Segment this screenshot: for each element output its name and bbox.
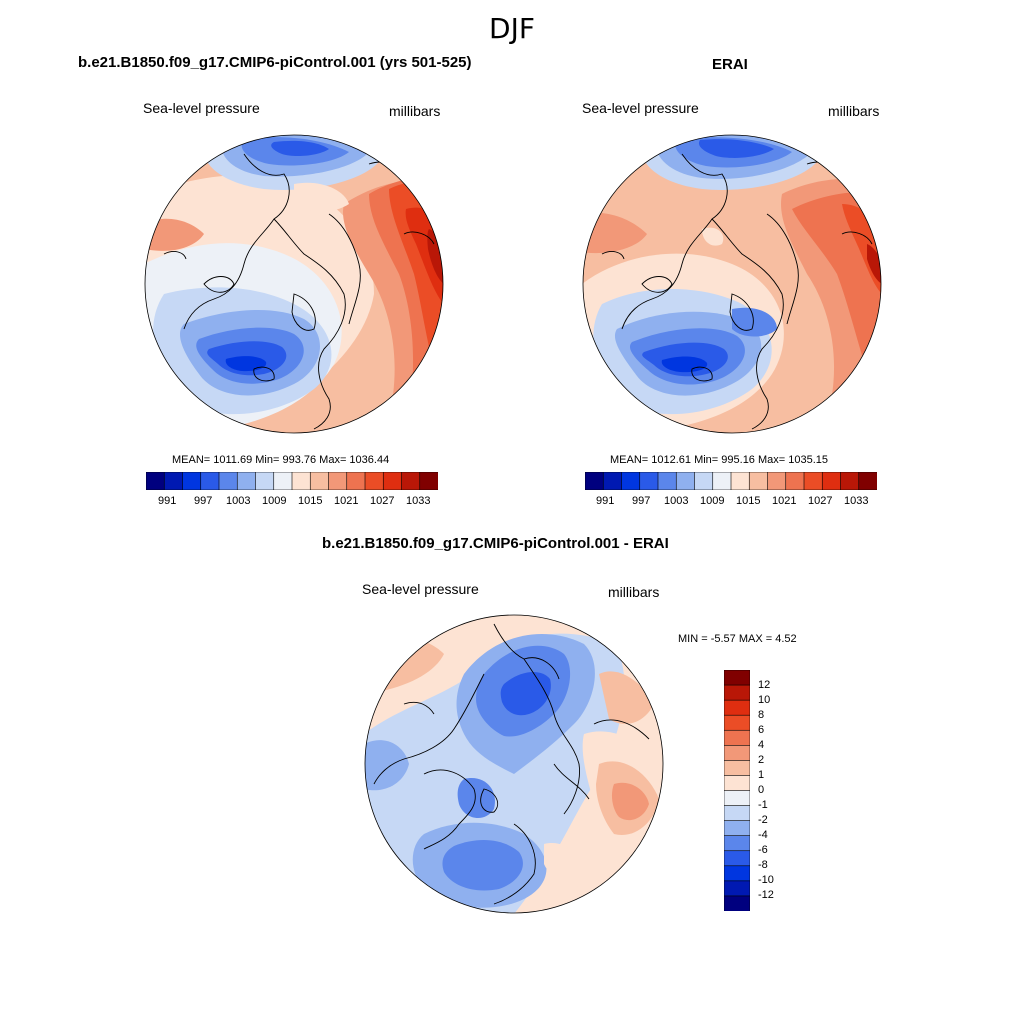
- colorbar-swatch: [382, 472, 403, 490]
- model-panel-title: b.e21.B1850.f09_g17.CMIP6-piControl.001 …: [78, 54, 472, 71]
- diff-stats: MIN = -5.57 MAX = 4.52: [678, 633, 797, 645]
- colorbar-swatch: [236, 472, 257, 490]
- figure-title: DJF: [489, 12, 535, 45]
- colorbar-swatch: [639, 472, 659, 490]
- obs-colorbar-label: 1021: [772, 495, 797, 507]
- colorbar-swatch: [621, 472, 641, 490]
- diff-variable-label: Sea-level pressure: [362, 581, 479, 597]
- model-colorbar-label: 1027: [370, 495, 395, 507]
- colorbar-swatch: [585, 472, 604, 490]
- colorbar-swatch: [163, 472, 184, 490]
- colorbar-swatch: [724, 745, 750, 761]
- model-colorbar-label: 1021: [334, 495, 359, 507]
- diff-colorbar-label: 8: [758, 709, 765, 721]
- obs-stats: MEAN= 1012.61 Min= 995.16 Max= 1035.15: [610, 454, 829, 466]
- diff-colorbar-label: 1: [758, 769, 765, 781]
- colorbar-swatch: [273, 472, 293, 490]
- colorbar-swatch: [255, 472, 275, 490]
- obs-colorbar-label: 997: [632, 495, 651, 507]
- colorbar-swatch: [724, 805, 750, 822]
- obs-units-label: millibars: [828, 103, 880, 119]
- obs-colorbar: [585, 472, 877, 490]
- colorbar-swatch: [748, 472, 769, 490]
- model-polar-map: [144, 134, 444, 434]
- colorbar-swatch: [364, 472, 384, 490]
- colorbar-swatch: [712, 472, 732, 490]
- colorbar-swatch: [218, 472, 238, 490]
- colorbar-swatch: [346, 472, 366, 490]
- diff-colorbar-label: 6: [758, 724, 765, 736]
- obs-panel-title: ERAI: [712, 56, 748, 73]
- diff-colorbar-label: 12: [758, 679, 771, 691]
- diff-units-label: millibars: [608, 584, 660, 600]
- colorbar-swatch: [291, 472, 311, 490]
- colorbar-swatch: [724, 699, 750, 716]
- colorbar-swatch: [724, 760, 750, 777]
- colorbar-swatch: [724, 775, 750, 792]
- colorbar-swatch: [675, 472, 696, 490]
- model-colorbar: [146, 472, 438, 490]
- colorbar-swatch: [328, 472, 348, 490]
- diff-panel-title: b.e21.B1850.f09_g17.CMIP6-piControl.001 …: [322, 535, 669, 552]
- diff-colorbar-label: -4: [758, 829, 768, 841]
- colorbar-swatch: [821, 472, 842, 490]
- model-colorbar-label: 1009: [262, 495, 287, 507]
- diff-colorbar-label: -6: [758, 844, 768, 856]
- model-variable-label: Sea-level pressure: [143, 100, 260, 116]
- obs-colorbar-label: 1009: [700, 495, 725, 507]
- colorbar-swatch: [730, 472, 750, 490]
- colorbar-swatch: [785, 472, 805, 490]
- diff-colorbar-label: -2: [758, 814, 768, 826]
- colorbar-swatch: [724, 850, 750, 867]
- model-colorbar-label: 1003: [226, 495, 251, 507]
- colorbar-swatch: [419, 472, 438, 490]
- model-colorbar-label: 991: [158, 495, 177, 507]
- obs-colorbar-label: 1033: [844, 495, 869, 507]
- colorbar-swatch: [602, 472, 623, 490]
- colorbar-swatch: [724, 895, 750, 911]
- colorbar-swatch: [694, 472, 714, 490]
- colorbar-swatch: [724, 820, 750, 837]
- model-units-label: millibars: [389, 103, 441, 119]
- colorbar-swatch: [309, 472, 330, 490]
- diff-colorbar-label: -1: [758, 799, 768, 811]
- colorbar-swatch: [146, 472, 165, 490]
- diff-polar-map: [364, 614, 664, 914]
- model-colorbar-label: 997: [194, 495, 213, 507]
- colorbar-swatch: [182, 472, 202, 490]
- diff-colorbar-label: -8: [758, 859, 768, 871]
- obs-colorbar-label: 991: [596, 495, 615, 507]
- diff-colorbar-label: -10: [758, 874, 774, 886]
- colorbar-swatch: [724, 684, 750, 701]
- obs-colorbar-label: 1015: [736, 495, 761, 507]
- colorbar-swatch: [657, 472, 677, 490]
- obs-variable-label: Sea-level pressure: [582, 100, 699, 116]
- diff-colorbar-label: 4: [758, 739, 765, 751]
- obs-colorbar-label: 1003: [664, 495, 689, 507]
- colorbar-swatch: [724, 835, 750, 852]
- model-stats: MEAN= 1011.69 Min= 993.76 Max= 1036.44: [172, 454, 390, 466]
- colorbar-swatch: [724, 670, 750, 686]
- colorbar-swatch: [724, 880, 750, 897]
- model-colorbar-label: 1015: [298, 495, 323, 507]
- colorbar-swatch: [724, 729, 750, 746]
- diff-colorbar-label: 10: [758, 694, 771, 706]
- colorbar-swatch: [200, 472, 220, 490]
- colorbar-swatch: [840, 472, 860, 490]
- colorbar-swatch: [724, 865, 750, 882]
- colorbar-swatch: [724, 714, 750, 731]
- diff-colorbar-label: 2: [758, 754, 765, 766]
- obs-colorbar-label: 1027: [808, 495, 833, 507]
- colorbar-swatch: [858, 472, 877, 490]
- diff-colorbar-label: 0: [758, 784, 765, 796]
- model-colorbar-label: 1033: [406, 495, 431, 507]
- diff-colorbar: [724, 670, 750, 911]
- diff-colorbar-label: -12: [758, 889, 774, 901]
- colorbar-swatch: [724, 790, 750, 807]
- colorbar-swatch: [803, 472, 823, 490]
- colorbar-swatch: [767, 472, 787, 490]
- colorbar-swatch: [401, 472, 421, 490]
- obs-polar-map: [582, 134, 882, 434]
